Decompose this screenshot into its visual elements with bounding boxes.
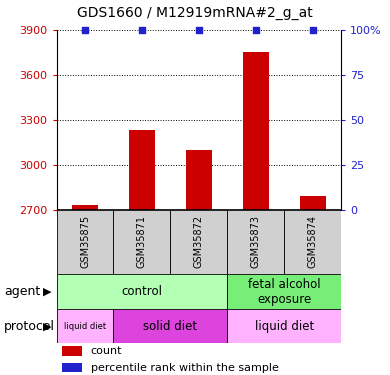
Bar	[72, 206, 98, 210]
Bar	[170, 210, 227, 274]
Text: GSM35875: GSM35875	[80, 215, 90, 268]
Text: GSM35874: GSM35874	[308, 215, 318, 268]
Text: protocol: protocol	[4, 320, 55, 333]
Bar	[113, 210, 170, 274]
Text: ▶: ▶	[43, 286, 51, 297]
Text: control: control	[121, 285, 163, 298]
Text: ▶: ▶	[43, 321, 51, 331]
Text: liquid diet: liquid diet	[255, 320, 314, 333]
Text: percentile rank within the sample: percentile rank within the sample	[91, 363, 278, 373]
Point	[310, 27, 316, 33]
Text: count: count	[91, 346, 122, 356]
Text: liquid diet: liquid diet	[64, 322, 106, 331]
Text: solid diet: solid diet	[144, 320, 197, 333]
Bar	[300, 196, 326, 210]
Bar	[57, 309, 113, 343]
Bar	[62, 363, 82, 372]
Point	[196, 27, 202, 33]
Bar	[284, 210, 341, 274]
Point	[82, 27, 88, 33]
Text: GSM35873: GSM35873	[251, 215, 261, 268]
Bar	[129, 130, 155, 210]
Bar	[227, 274, 341, 309]
Point	[253, 27, 259, 33]
Point	[139, 27, 145, 33]
Bar	[227, 210, 284, 274]
Bar	[62, 346, 82, 356]
Text: GDS1660 / M12919mRNA#2_g_at: GDS1660 / M12919mRNA#2_g_at	[77, 6, 313, 20]
Bar	[57, 274, 227, 309]
Text: fetal alcohol
exposure: fetal alcohol exposure	[248, 278, 321, 306]
Text: agent: agent	[4, 285, 40, 298]
Text: GSM35871: GSM35871	[137, 215, 147, 268]
Bar	[227, 309, 341, 343]
Bar	[186, 150, 212, 210]
Bar	[57, 210, 113, 274]
Text: GSM35872: GSM35872	[194, 215, 204, 268]
Bar	[243, 53, 269, 210]
Bar	[113, 309, 227, 343]
